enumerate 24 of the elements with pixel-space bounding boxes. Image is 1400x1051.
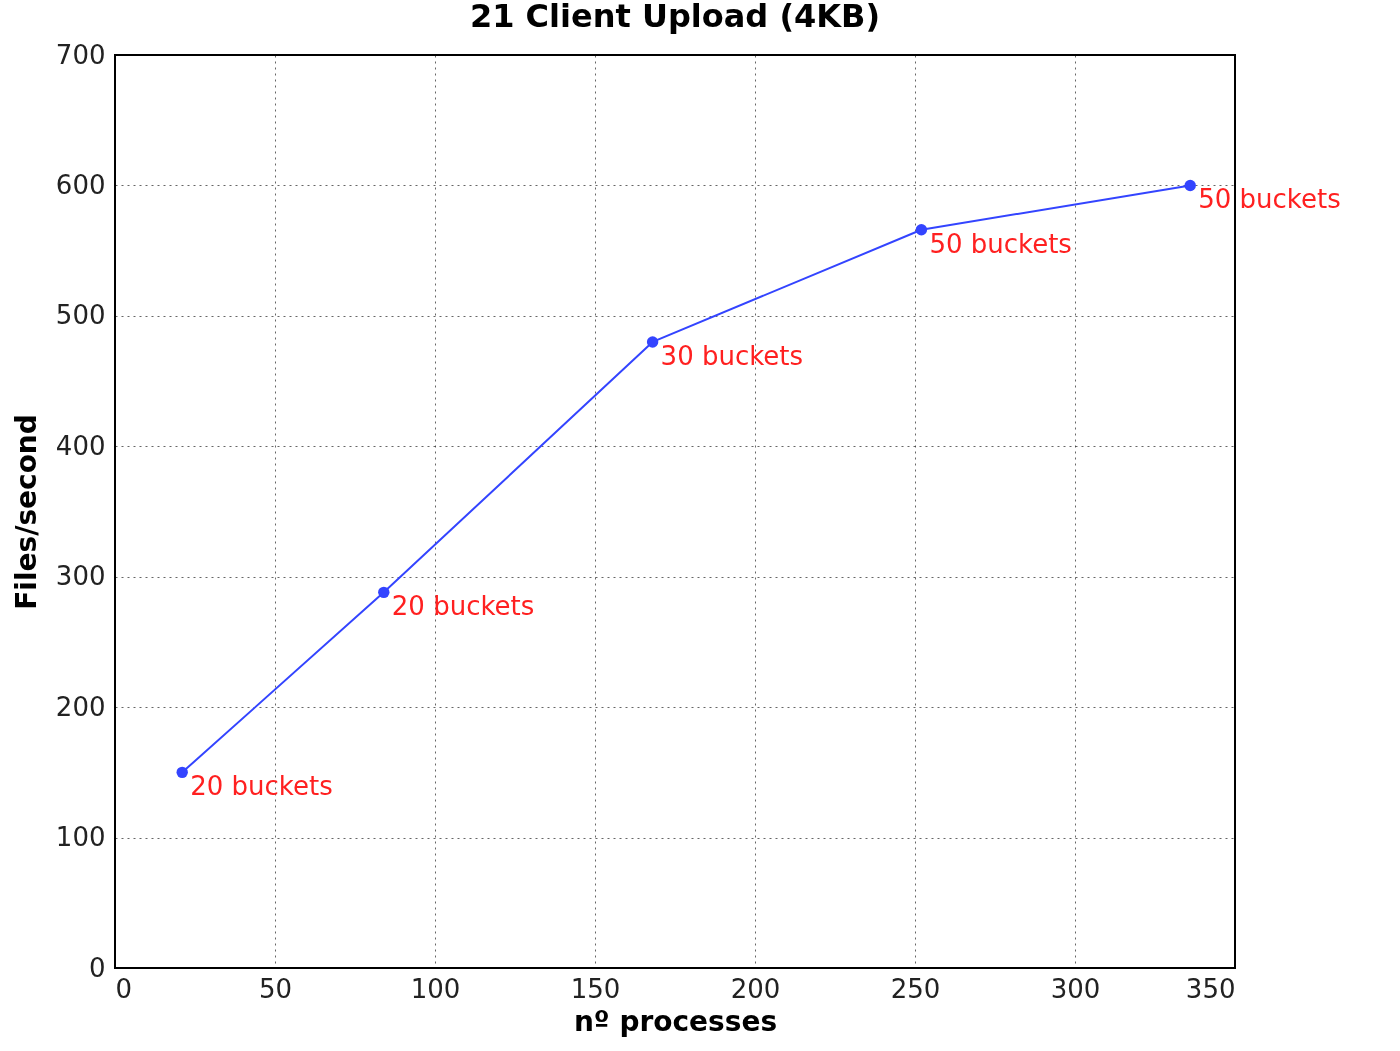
y-tick-label: 200 <box>55 691 106 722</box>
y-axis-title: Files/second <box>9 414 43 610</box>
annotation: 30 buckets <box>660 340 804 371</box>
y-tick-label: 0 <box>88 952 106 983</box>
y-tick-label: 500 <box>55 300 106 331</box>
y-tick-label: 700 <box>55 39 106 70</box>
x-tick-label: 250 <box>890 973 941 1004</box>
x-tick-label: 50 <box>258 973 293 1004</box>
x-tick-label: 0 <box>115 973 133 1004</box>
y-tick-label: 300 <box>55 561 106 592</box>
annotation: 20 buckets <box>391 591 535 622</box>
x-axis-title: nº processes <box>573 1004 778 1038</box>
annotation: 20 buckets <box>190 771 333 802</box>
x-tick-label: 350 <box>1185 973 1236 1004</box>
annotation: 50 buckets <box>929 228 1072 259</box>
chart-title: 21 Client Upload (4KB) <box>469 0 881 35</box>
y-tick-label: 600 <box>55 169 106 200</box>
x-tick-label: 300 <box>1050 973 1101 1004</box>
x-tick-label: 100 <box>410 973 461 1004</box>
annotation: 50 buckets <box>1198 184 1341 215</box>
x-tick-label: 200 <box>730 973 781 1004</box>
y-tick-label: 400 <box>55 430 106 461</box>
x-tick-label: 150 <box>570 973 621 1004</box>
y-tick-label: 100 <box>55 822 106 853</box>
